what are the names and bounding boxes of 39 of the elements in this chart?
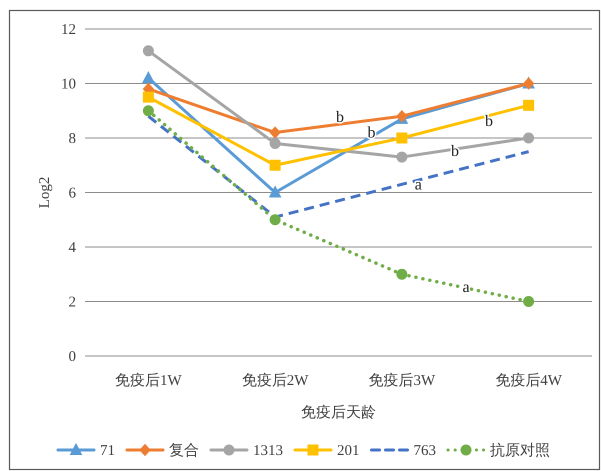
annotation: b [451, 143, 459, 160]
x-tick-label: 免疫后1W [115, 372, 183, 389]
point [523, 132, 534, 144]
y-tick-label: 2 [68, 294, 76, 310]
point [270, 214, 281, 226]
annotation: b [336, 109, 344, 126]
y-tick-label: 12 [61, 22, 76, 38]
legend-label: 71 [100, 443, 115, 459]
point [396, 152, 408, 163]
x-axis-title: 免疫后天龄 [301, 404, 376, 421]
y-tick-label: 10 [61, 76, 76, 92]
y-tick-label: 8 [68, 131, 76, 147]
legend-label: 763 [414, 443, 436, 459]
point [270, 160, 281, 171]
point [270, 126, 281, 139]
legend-label: 1313 [253, 443, 283, 459]
y-tick-label: 6 [68, 186, 76, 202]
legend-label: 复合 [169, 442, 199, 459]
point [269, 186, 282, 198]
point [270, 138, 281, 149]
legend-label: 201 [337, 443, 360, 459]
point [142, 72, 154, 84]
legend-label: 抗原对照 [490, 442, 550, 459]
annotation: a [414, 176, 422, 194]
x-tick-label: 免疫后3W [368, 372, 436, 389]
x-tick-label: 免疫后4W [495, 372, 563, 389]
point [396, 268, 408, 280]
point [396, 132, 408, 144]
point [523, 100, 534, 111]
y-tick-label: 0 [68, 349, 76, 365]
point [142, 105, 154, 116]
annotation: a [462, 279, 470, 296]
point [523, 296, 534, 307]
y-axis-title: Log2 [37, 176, 53, 208]
annotation: b [485, 113, 493, 130]
y-tick-label: 4 [68, 240, 76, 256]
x-tick-label: 免疫后2W [242, 372, 310, 389]
point [142, 45, 154, 56]
point [142, 92, 154, 103]
